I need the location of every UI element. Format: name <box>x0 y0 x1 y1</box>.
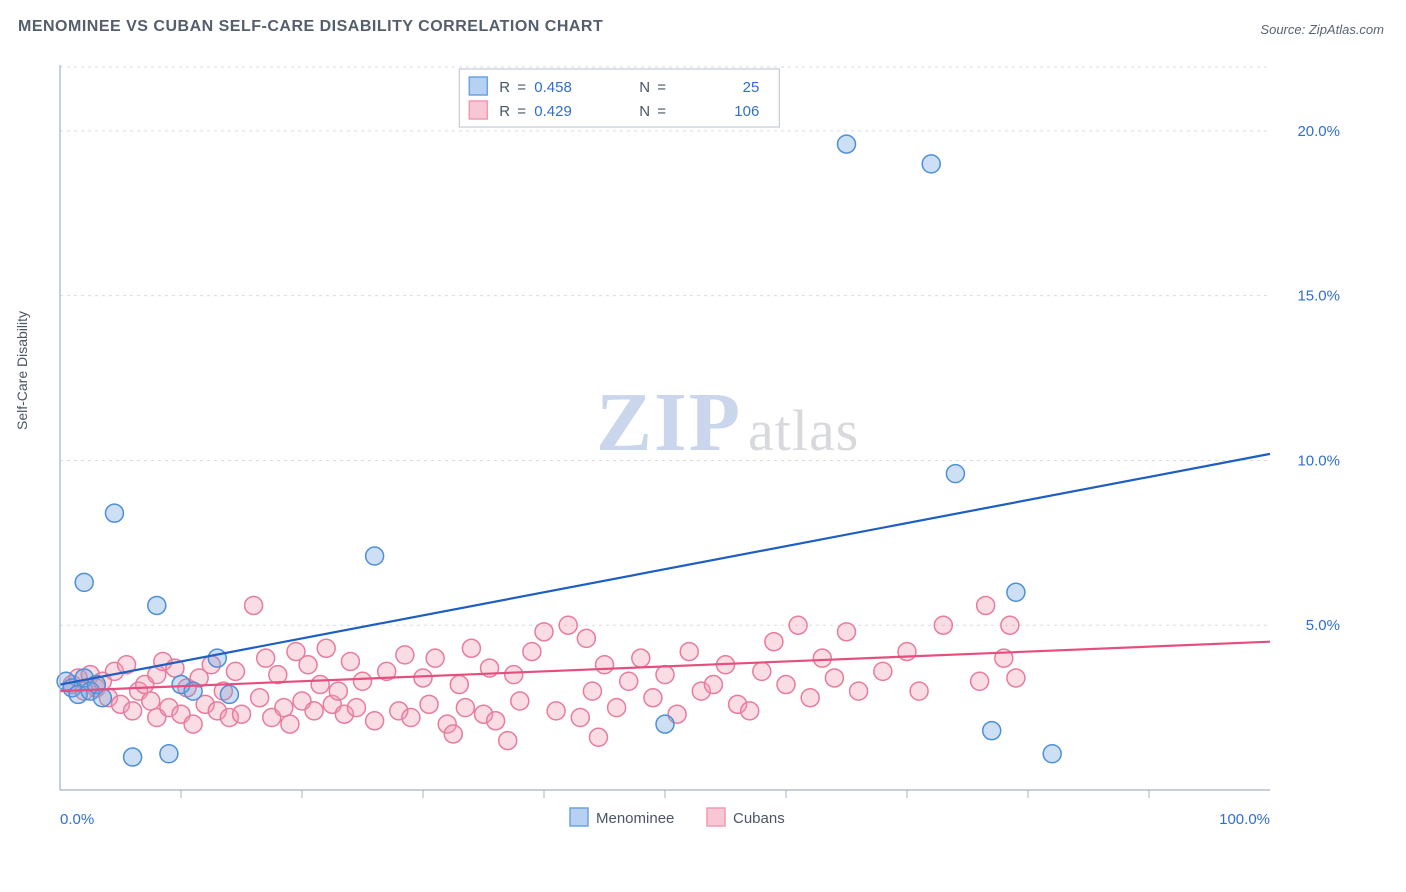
svg-text:0.429: 0.429 <box>534 103 572 120</box>
svg-text:Cubans: Cubans <box>733 810 785 827</box>
source-label: Source: <box>1260 22 1305 37</box>
svg-text:=: = <box>657 79 666 96</box>
svg-text:atlas: atlas <box>748 398 859 463</box>
svg-text:0.0%: 0.0% <box>60 811 94 828</box>
source-credit: Source: ZipAtlas.com <box>1260 22 1384 37</box>
svg-text:R: R <box>499 79 510 96</box>
svg-text:ZIP: ZIP <box>596 376 742 469</box>
svg-text:N: N <box>639 103 650 120</box>
svg-text:=: = <box>517 103 526 120</box>
svg-text:20.0%: 20.0% <box>1297 123 1340 140</box>
svg-text:10.0%: 10.0% <box>1297 452 1340 469</box>
chart-area: ZIPatlas 0.0% 100.0% 5.0% 10.0% 15.0% 20.0% Men… <box>50 55 1350 845</box>
svg-text:N: N <box>639 79 650 96</box>
chart-title: MENOMINEE VS CUBAN SELF-CARE DISABILITY … <box>18 18 603 36</box>
scatter-plot-svg: ZIPatlas 0.0% 100.0% 5.0% 10.0% 15.0% 20.0% Men… <box>50 55 1350 845</box>
source-value: ZipAtlas.com <box>1309 22 1384 37</box>
svg-text:Menominee: Menominee <box>596 810 674 827</box>
svg-text:100.0%: 100.0% <box>1219 811 1270 828</box>
svg-text:25: 25 <box>743 79 760 96</box>
svg-text:=: = <box>517 79 526 96</box>
svg-text:=: = <box>657 103 666 120</box>
svg-text:106: 106 <box>734 103 759 120</box>
svg-text:5.0%: 5.0% <box>1306 617 1340 634</box>
svg-text:15.0%: 15.0% <box>1297 288 1340 305</box>
svg-text:0.458: 0.458 <box>534 79 572 96</box>
svg-text:R: R <box>499 103 510 120</box>
y-axis-label: Self-Care Disability <box>14 311 30 430</box>
